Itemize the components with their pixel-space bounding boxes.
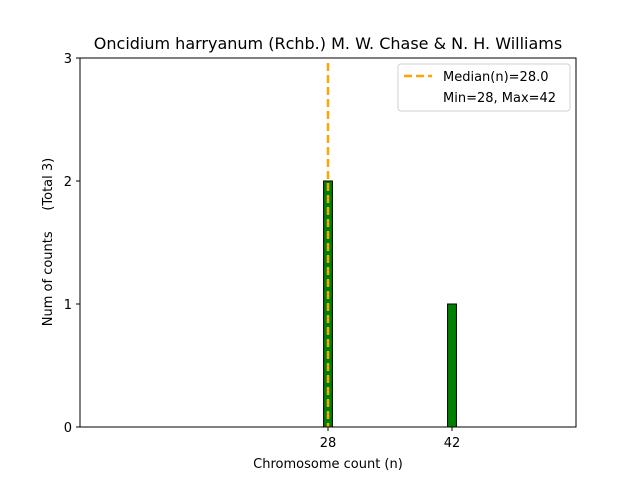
y-axis-ticks: 0 1 2 3	[64, 52, 80, 436]
y-tick-label-1: 1	[64, 298, 72, 313]
y-tick-label-0: 0	[64, 421, 72, 436]
x-tick-label-28: 28	[320, 436, 337, 451]
legend-minmax-label: Min=28, Max=42	[443, 91, 556, 106]
chart-title: Oncidium harryanum (Rchb.) M. W. Chase &…	[94, 34, 562, 53]
x-axis-label: Chromosome count (n)	[253, 457, 403, 472]
x-axis-ticks: 28 42	[320, 427, 461, 451]
legend: Median(n)=28.0 Min=28, Max=42	[397, 63, 571, 112]
legend-median-label: Median(n)=28.0	[443, 70, 549, 85]
legend-box	[397, 63, 571, 112]
bar-42	[447, 303, 457, 428]
x-tick-label-42: 42	[444, 436, 461, 451]
y-tick-label-2: 2	[64, 175, 72, 190]
y-tick-label-3: 3	[64, 52, 72, 67]
y-axis-label: Num of counts (Total 3)	[41, 158, 56, 326]
